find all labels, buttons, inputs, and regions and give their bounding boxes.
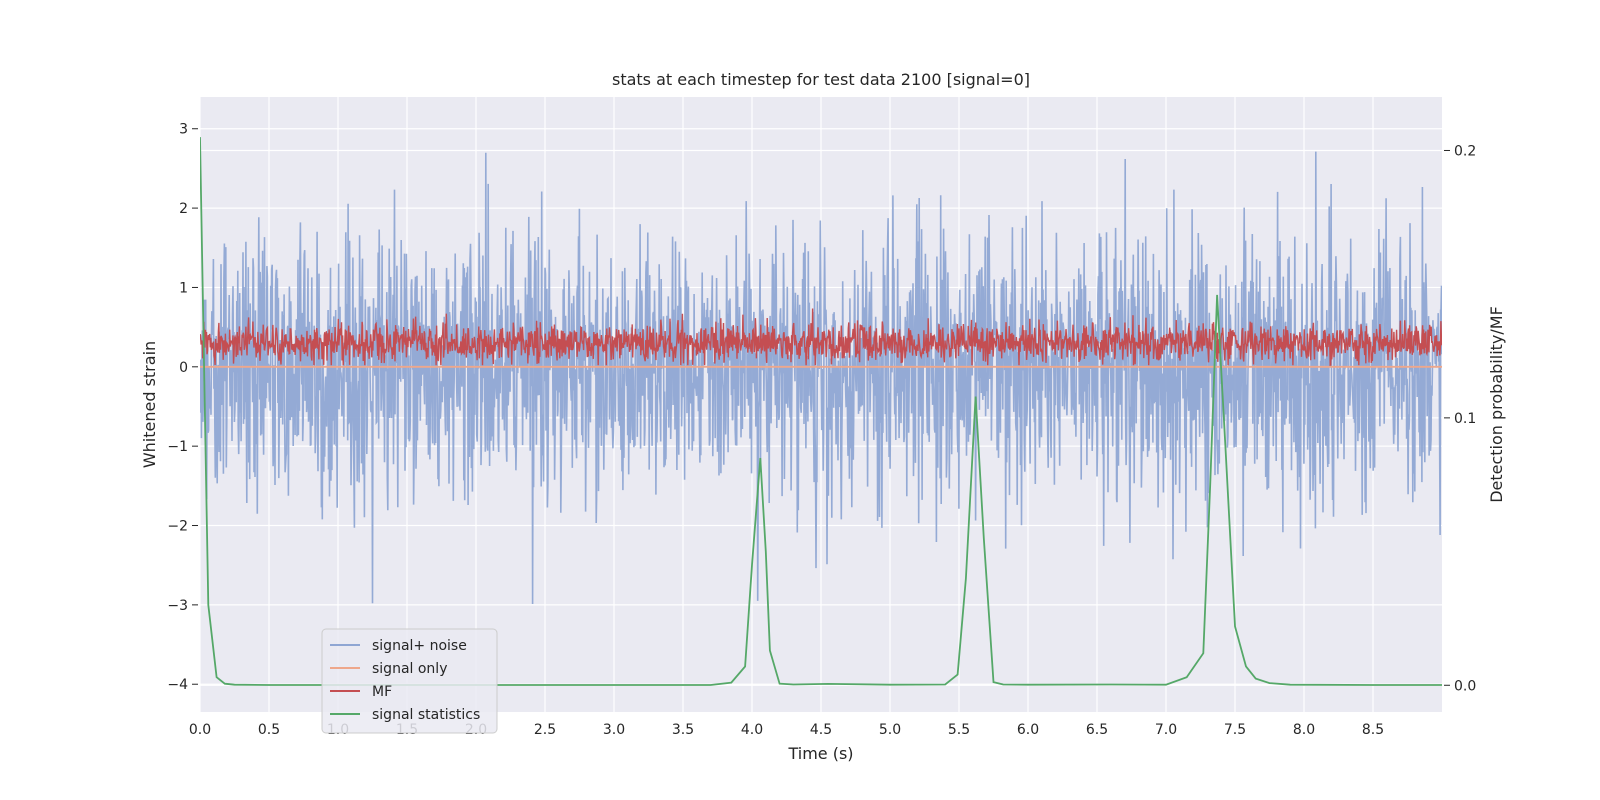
chart-title: stats at each timestep for test data 210… bbox=[612, 70, 1030, 89]
x-tick-label: 5.0 bbox=[879, 722, 901, 738]
series-line-mf bbox=[200, 308, 1442, 367]
y2-tick-label: 0.1 bbox=[1454, 411, 1476, 427]
legend-box bbox=[321, 628, 498, 734]
y-tick-label: 2 bbox=[179, 201, 188, 217]
y-tick-label: 1 bbox=[179, 280, 188, 296]
y-tick-label: 3 bbox=[179, 122, 188, 138]
x-tick-label: 3.5 bbox=[672, 722, 694, 738]
x-tick-label: 4.0 bbox=[741, 722, 763, 738]
series-layer bbox=[200, 137, 1442, 686]
x-tick-label: 7.5 bbox=[1224, 722, 1246, 738]
legend: signal+ noise signal only MF signal statist… bbox=[321, 628, 498, 734]
x-tick-label: 0.5 bbox=[258, 722, 280, 738]
x-tick-label: 8.5 bbox=[1362, 722, 1384, 738]
legend-entry-label: signal statistics bbox=[372, 707, 480, 723]
x-tick-label: 5.5 bbox=[948, 722, 970, 738]
y2-axis: 0.2 0.1 0.0 bbox=[1444, 143, 1476, 694]
legend-entry-label: MF bbox=[372, 684, 392, 700]
series-line-signal-noise bbox=[200, 151, 1442, 605]
y-tick-label: 0 bbox=[179, 360, 188, 376]
y-tick-label: −4 bbox=[167, 677, 188, 693]
y-axis-label: Whitened strain bbox=[140, 341, 159, 468]
legend-entry-label: signal only bbox=[372, 661, 447, 677]
y2-tick-label: 0.2 bbox=[1454, 143, 1476, 159]
x-tick-label: 4.5 bbox=[810, 722, 832, 738]
x-tick-label: 6.0 bbox=[1017, 722, 1039, 738]
y-tick-label: −3 bbox=[167, 598, 188, 614]
y2-axis-label: Detection probability/MF bbox=[1487, 306, 1506, 503]
x-tick-label: 6.5 bbox=[1086, 722, 1108, 738]
x-axis-label: Time (s) bbox=[787, 744, 853, 763]
x-tick-label: 7.0 bbox=[1155, 722, 1177, 738]
legend-entry-label: signal+ noise bbox=[372, 638, 467, 654]
y-tick-label: −1 bbox=[167, 439, 188, 455]
x-tick-label: 3.0 bbox=[603, 722, 625, 738]
y2-tick-label: 0.0 bbox=[1454, 678, 1476, 694]
x-axis: 0.00.51.01.52.02.53.03.54.04.55.05.56.06… bbox=[189, 722, 1384, 738]
x-tick-label: 8.0 bbox=[1293, 722, 1315, 738]
y-tick-label: −2 bbox=[167, 519, 188, 535]
y-axis: 3 2 1 0 −1 −2 −3 −4 bbox=[167, 122, 198, 693]
x-tick-label: 0.0 bbox=[189, 722, 211, 738]
x-tick-label: 2.5 bbox=[534, 722, 556, 738]
